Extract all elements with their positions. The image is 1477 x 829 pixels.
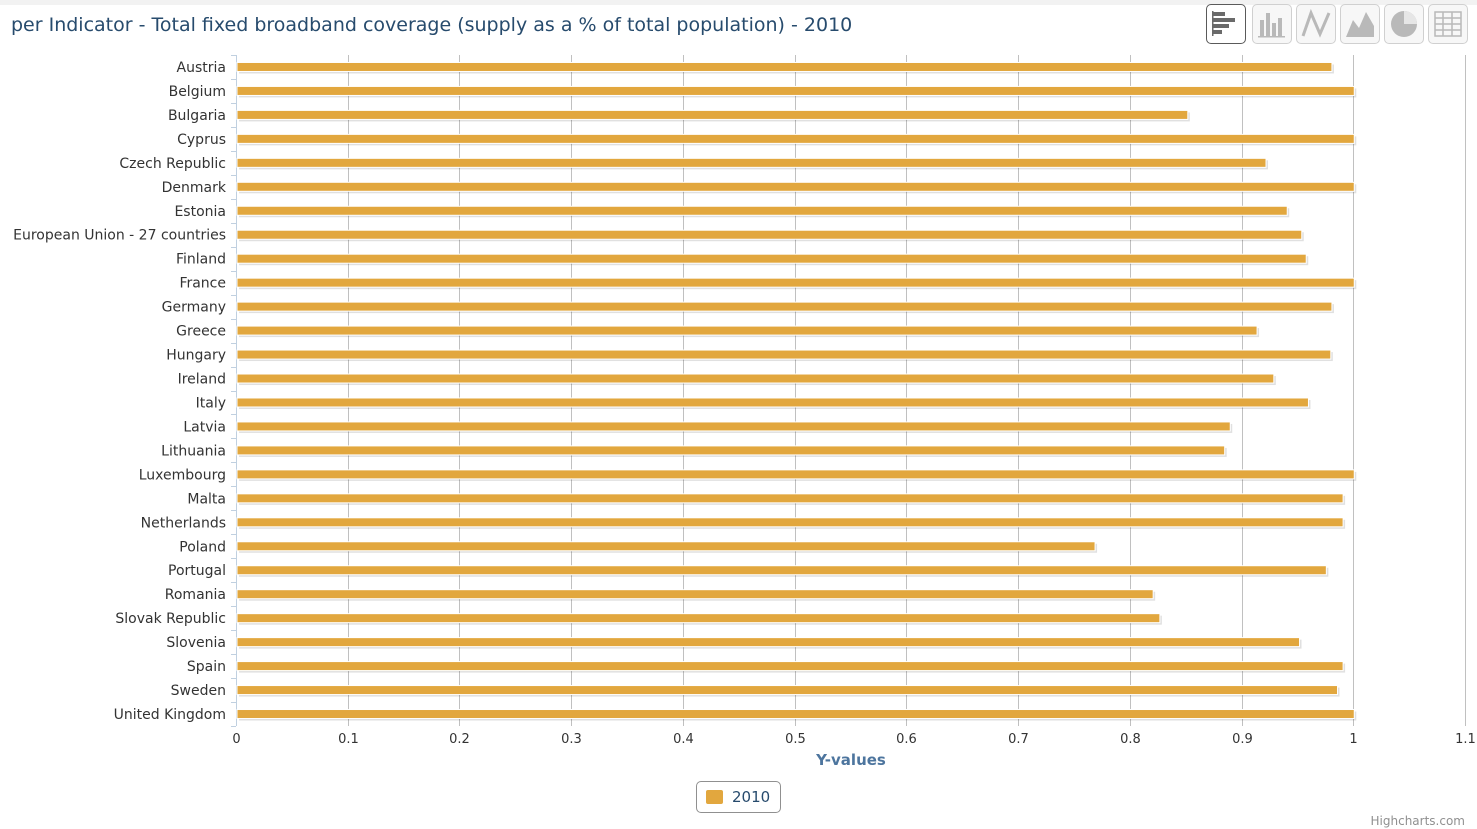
bar[interactable] (236, 493, 1344, 504)
x-tick-label: 0.2 (449, 732, 470, 747)
category-label: Romania (165, 587, 226, 603)
category-label: Finland (176, 252, 226, 268)
bar[interactable] (236, 109, 1189, 120)
line-chart-button[interactable] (1296, 4, 1336, 44)
category-labels: Austria Belgium Bulgaria Cyprus Czech Republ… (13, 60, 227, 723)
category-label: United Kingdom (114, 707, 226, 723)
category-label: Latvia (183, 419, 226, 435)
category-label: Slovak Republic (115, 611, 226, 627)
x-tick-label: 0.8 (1120, 732, 1141, 747)
bar[interactable] (236, 541, 1096, 552)
category-label: Italy (196, 395, 226, 411)
category-label: European Union - 27 countries (13, 228, 226, 244)
bar[interactable] (236, 517, 1344, 528)
category-label: Estonia (174, 204, 226, 220)
bar[interactable] (236, 157, 1267, 168)
bar[interactable] (236, 445, 1226, 456)
line-chart-icon (1301, 8, 1331, 38)
category-label: Greece (176, 324, 226, 340)
grid-lines (231, 55, 1466, 727)
category-label: Ireland (178, 372, 226, 388)
bar[interactable] (236, 277, 1355, 288)
bar-chart-icon (1212, 11, 1235, 36)
table-button[interactable] (1428, 4, 1468, 44)
bar[interactable] (236, 253, 1307, 264)
column-chart-button[interactable] (1252, 4, 1292, 44)
pie-chart-button[interactable] (1384, 4, 1424, 44)
bar[interactable] (236, 565, 1327, 576)
legend-swatch (706, 790, 723, 804)
category-label: Spain (187, 659, 226, 675)
category-label: Bulgaria (168, 108, 226, 124)
x-tick-label: 1.1 (1455, 732, 1476, 747)
column-chart-icon (1258, 13, 1285, 38)
bar[interactable] (236, 637, 1301, 648)
bar[interactable] (236, 61, 1333, 72)
bar[interactable] (236, 373, 1275, 384)
x-tick-label: 1 (1349, 732, 1357, 747)
category-label: Sweden (171, 683, 226, 699)
category-label: Netherlands (141, 515, 226, 531)
x-tick-label: 0.7 (1008, 732, 1029, 747)
x-tick-label: 0.1 (338, 732, 359, 747)
category-label: Cyprus (177, 132, 226, 148)
pie-chart-icon (1391, 11, 1417, 37)
bar[interactable] (236, 685, 1339, 696)
area-chart-icon (1346, 12, 1374, 37)
category-label: Hungary (166, 348, 226, 364)
bar[interactable] (236, 469, 1355, 480)
chart-title: per Indicator - Total fixed broadband co… (11, 14, 853, 36)
category-label: Belgium (169, 84, 226, 100)
category-label: Lithuania (161, 443, 226, 459)
category-label: Slovenia (166, 635, 226, 651)
bar[interactable] (236, 85, 1355, 96)
category-label: Denmark (162, 180, 227, 196)
x-tick-label: 0.4 (673, 732, 694, 747)
table-icon (1434, 11, 1462, 37)
top-strip (0, 0, 1477, 5)
category-label: Poland (179, 539, 226, 555)
x-tick-labels: 0 0.1 0.2 0.3 0.4 0.5 0.6 0.7 0.8 0.9 1 1.1 (232, 732, 1475, 747)
bar[interactable] (236, 325, 1258, 336)
bar[interactable] (236, 421, 1231, 432)
bar[interactable] (236, 349, 1332, 360)
x-axis-title: Y-values (815, 751, 886, 769)
bar[interactable] (236, 661, 1344, 672)
x-tick-label: 0.6 (896, 732, 917, 747)
bar[interactable] (236, 181, 1355, 192)
area-chart-button[interactable] (1340, 4, 1380, 44)
x-tick-label: 0.9 (1232, 732, 1253, 747)
x-tick-label: 0 (232, 732, 240, 747)
category-label: Austria (177, 60, 226, 76)
bar[interactable] (236, 133, 1355, 144)
bar-series (236, 61, 1357, 721)
category-label: Czech Republic (119, 156, 226, 172)
category-label: Luxembourg (139, 467, 226, 483)
legend-item-2010[interactable]: 2010 (696, 781, 781, 813)
bar-chart-button[interactable] (1206, 4, 1246, 44)
credits-link[interactable]: Highcharts.com (1370, 814, 1465, 828)
bar[interactable] (236, 205, 1288, 216)
category-label: Portugal (168, 563, 226, 579)
bar[interactable] (236, 613, 1161, 624)
category-label: France (179, 276, 226, 292)
bar[interactable] (236, 301, 1333, 312)
category-label: Germany (162, 300, 226, 316)
x-tick-label: 0.5 (785, 732, 806, 747)
category-label: Malta (187, 491, 226, 507)
bar[interactable] (236, 709, 1355, 720)
x-tick-label: 0.3 (561, 732, 582, 747)
bar[interactable] (236, 397, 1309, 408)
legend-label: 2010 (732, 788, 771, 806)
bar[interactable] (236, 229, 1303, 240)
bar[interactable] (236, 589, 1154, 600)
